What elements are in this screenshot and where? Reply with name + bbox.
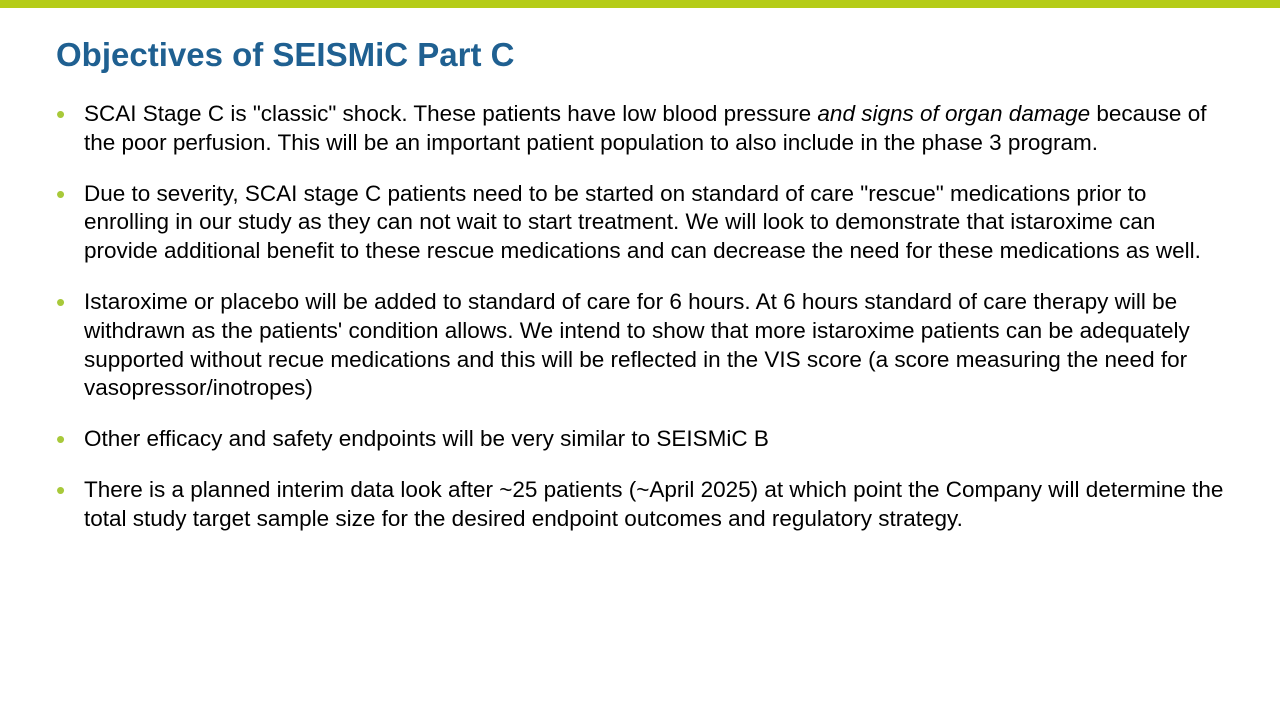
bullet-text-pre: Other efficacy and safety endpoints will… — [84, 426, 769, 451]
list-item: SCAI Stage C is "classic" shock. These p… — [56, 100, 1224, 158]
bullet-list: SCAI Stage C is "classic" shock. These p… — [56, 100, 1224, 534]
accent-top-bar — [0, 0, 1280, 8]
list-item: Other efficacy and safety endpoints will… — [56, 425, 1224, 454]
bullet-text-pre: Due to severity, SCAI stage C patients n… — [84, 181, 1201, 264]
list-item: There is a planned interim data look aft… — [56, 476, 1224, 534]
list-item: Due to severity, SCAI stage C patients n… — [56, 180, 1224, 266]
bullet-text-italic: and signs of organ damage — [817, 101, 1090, 126]
bullet-text-pre: Istaroxime or placebo will be added to s… — [84, 289, 1190, 400]
bullet-text-pre: There is a planned interim data look aft… — [84, 477, 1223, 531]
list-item: Istaroxime or placebo will be added to s… — [56, 288, 1224, 403]
page-title: Objectives of SEISMiC Part C — [56, 36, 1224, 74]
slide-content: Objectives of SEISMiC Part C SCAI Stage … — [0, 8, 1280, 534]
bullet-text-pre: SCAI Stage C is "classic" shock. These p… — [84, 101, 817, 126]
